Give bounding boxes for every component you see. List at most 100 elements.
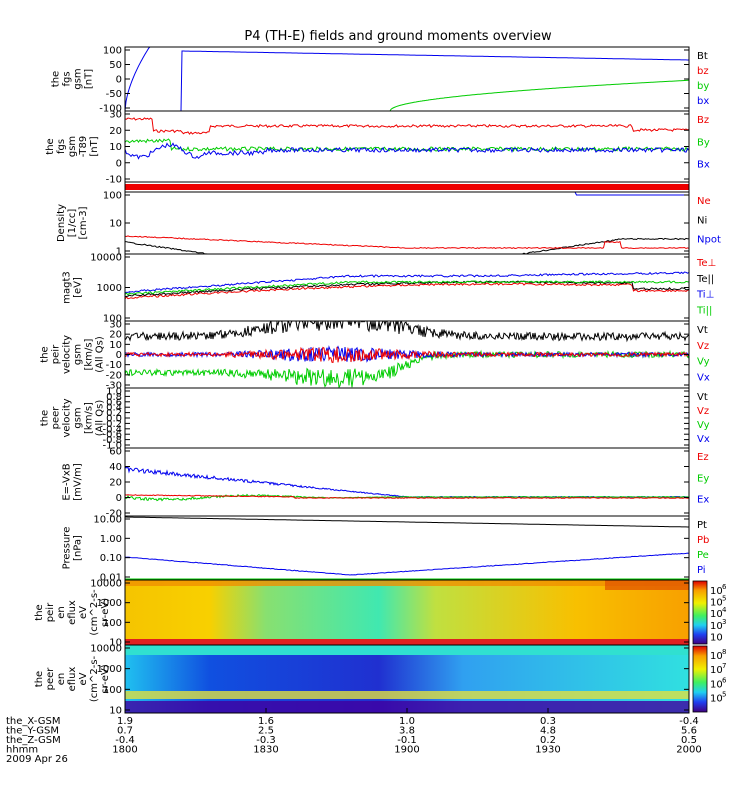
- y-tick-label: 20: [109, 478, 122, 489]
- series-Ne: [125, 235, 689, 250]
- y-axis-label: gsm: [73, 344, 84, 365]
- y-tick-label: -30: [106, 381, 122, 392]
- y-axis-label: peir: [51, 344, 62, 364]
- x-axis-value: 0.2: [540, 735, 556, 746]
- legend-entry: Pb: [697, 535, 709, 546]
- y-tick-label: 10: [109, 340, 122, 351]
- panel-frame: [124, 253, 690, 322]
- y-tick-label: 30: [109, 320, 122, 331]
- y-tick-label: 0.2: [106, 408, 122, 419]
- colorbar-exponent: 7: [722, 662, 726, 670]
- flag-bar: [125, 184, 689, 190]
- heatmap-band: [125, 580, 689, 586]
- y-axis-label: [km/s]: [84, 338, 95, 370]
- heatmap-band: [125, 639, 689, 645]
- y-tick-label: 10: [109, 219, 122, 230]
- panel-3: [124, 181, 690, 193]
- y-tick-label: 1000: [97, 598, 122, 609]
- series-Ti-par: [125, 280, 689, 296]
- y-axis-label: peer: [51, 406, 62, 430]
- series-by: [125, 79, 689, 111]
- y-axis-label: [nT]: [84, 69, 95, 89]
- y-tick-label: -20: [106, 509, 122, 520]
- y-axis-label: peer: [45, 667, 56, 691]
- y-axis-label: Pressure: [62, 527, 73, 570]
- y-tick-label: 0: [116, 158, 122, 169]
- legend-entry: bz: [697, 66, 709, 77]
- x-axis-value: -0.4: [115, 735, 135, 746]
- y-axis-label: fgs: [62, 71, 73, 86]
- legend-entry: Te||: [696, 274, 714, 285]
- y-axis-label: velocity: [62, 398, 73, 437]
- legend-entry: Vx: [697, 434, 710, 445]
- colorbar-label: 10: [710, 609, 723, 620]
- y-axis-label: eflux: [67, 667, 78, 692]
- y-tick-label: 60: [109, 447, 122, 458]
- panel-frame: [124, 110, 690, 183]
- legend-entry: Ez: [697, 452, 709, 463]
- y-tick-label: 1000: [97, 283, 122, 294]
- heatmap-fill: [125, 580, 689, 645]
- legend-entry: Vy: [697, 420, 710, 431]
- y-axis-label: en: [56, 673, 67, 686]
- y-tick-label: -1.0: [102, 441, 122, 452]
- legend-entry: Bt: [697, 51, 708, 62]
- y-axis-label: sr-eV): [100, 598, 111, 627]
- y-axis-label: the: [40, 410, 51, 426]
- y-tick-label: 100: [103, 46, 122, 57]
- y-axis-label: fgs: [56, 139, 67, 154]
- colorbar-exponent: 3: [722, 618, 726, 626]
- y-tick-label: 100: [103, 314, 122, 325]
- legend-entry: bx: [697, 96, 709, 107]
- colorbar-label: 10: [710, 586, 723, 597]
- y-axis-label: peir: [45, 602, 56, 622]
- y-tick-label: 100: [103, 191, 122, 202]
- panel-plot-area: [125, 271, 689, 300]
- panel-frame: [124, 46, 690, 112]
- heatmap-band: [605, 580, 689, 590]
- legend-entry: Bz: [697, 115, 709, 126]
- x-axis-value: 1.6: [258, 716, 274, 727]
- legend-entry: Vz: [697, 341, 709, 352]
- colorbar: [692, 645, 708, 713]
- colorbar-exponent: 5: [722, 691, 726, 699]
- y-tick-label: 0.01: [100, 573, 122, 584]
- legend-entry: Te⊥: [696, 258, 716, 269]
- series-Ex: [125, 466, 689, 499]
- series-Ti-perp: [125, 271, 689, 294]
- panel-9: 10.00 1.00 0.10 0.01 Pressure [nPa] Pt Pb Pe Pi: [62, 515, 710, 584]
- series-By: [125, 138, 689, 153]
- panel-plot-area: [125, 47, 689, 111]
- series-Te-par: [125, 280, 689, 298]
- colorbar-label: 10: [710, 694, 723, 705]
- y-axis-label: the: [34, 604, 45, 620]
- y-axis-label: (cm^2-s-: [89, 655, 100, 702]
- series-Ni: [125, 237, 689, 254]
- legend-entry: Ex: [697, 495, 709, 506]
- legend-entry: Ti||: [696, 305, 712, 316]
- y-tick-label: 0: [116, 350, 122, 361]
- y-axis-label: the: [51, 71, 62, 87]
- y-tick-label: 1.0: [106, 387, 122, 398]
- x-axis-value: 5.6: [681, 726, 697, 737]
- x-axis-date: 2009 Apr 26: [6, 754, 68, 765]
- legend-entry: Bx: [697, 160, 710, 171]
- y-axis-label: the: [45, 138, 56, 154]
- series-Vz: [125, 346, 689, 363]
- x-axis-value: 1.9: [117, 716, 133, 727]
- y-axis-label: E=-VxB: [62, 463, 73, 500]
- y-axis-label: gsm: [73, 68, 84, 89]
- x-axis-row-label: the_X-GSM: [6, 716, 60, 727]
- legend-entry: Vt: [697, 392, 708, 403]
- panel-frame: [124, 387, 690, 449]
- y-axis-label: Density: [56, 204, 67, 242]
- y-axis-label: eflux: [67, 600, 78, 625]
- y-tick-label: 10: [109, 706, 122, 717]
- series-bx: [125, 47, 689, 111]
- colorbar-label: 10: [710, 679, 723, 690]
- y-axis-label: the: [40, 346, 51, 362]
- panel-4: 100 10 1 Density [1/cc] [cm-3] Ne Ni Npot: [56, 191, 721, 258]
